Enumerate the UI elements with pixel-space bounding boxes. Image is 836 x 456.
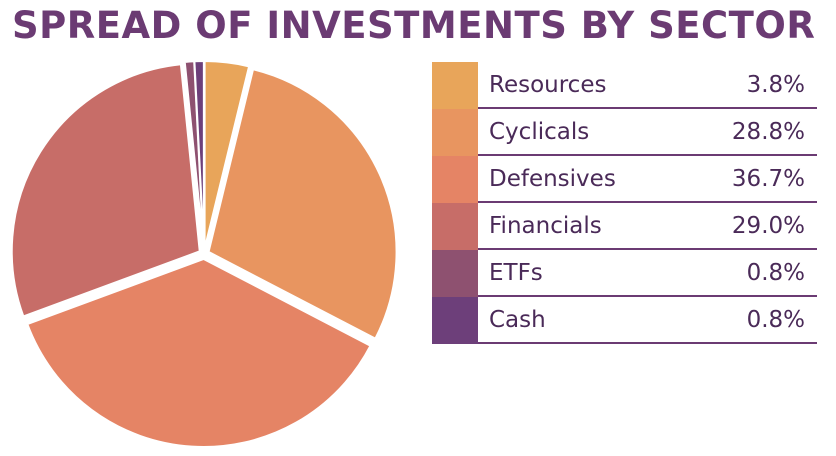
legend-row-financials: Financials 29.0%: [432, 203, 817, 250]
legend-value: 3.8%: [746, 72, 805, 98]
legend: Resources 3.8% Cyclicals 28.8% Defensives 36.…: [432, 62, 817, 344]
legend-row-cash: Cash 0.8%: [432, 297, 817, 344]
pie-slice-cyclicals: [207, 68, 398, 340]
legend-row-etfs: ETFs 0.8%: [432, 250, 817, 297]
pie-slice-cash: [193, 60, 205, 250]
legend-label: Defensives: [489, 166, 616, 192]
pie-chart: [10, 60, 398, 448]
legend-row-resources: Resources 3.8%: [432, 62, 817, 109]
legend-label: Cash: [489, 307, 546, 333]
legend-value: 28.8%: [731, 119, 805, 145]
pie-slice-financials: [10, 63, 201, 318]
legend-value: 29.0%: [731, 213, 805, 239]
legend-label: Resources: [489, 72, 607, 98]
legend-label: ETFs: [489, 260, 543, 286]
legend-row-defensives: Defensives 36.7%: [432, 156, 817, 203]
legend-label: Financials: [489, 213, 602, 239]
legend-label: Cyclicals: [489, 119, 590, 145]
legend-row-cyclicals: Cyclicals 28.8%: [432, 109, 817, 156]
pie-slice-defensives: [26, 257, 372, 448]
legend-value: 0.8%: [746, 307, 805, 333]
chart-title: SPREAD OF INVESTMENTS BY SECTOR: [12, 4, 816, 47]
legend-swatch: [432, 62, 478, 109]
legend-swatch: [432, 203, 478, 250]
legend-value: 0.8%: [746, 260, 805, 286]
legend-swatch: [432, 250, 478, 297]
legend-swatch: [432, 109, 478, 156]
legend-value: 36.7%: [731, 166, 805, 192]
legend-swatch: [432, 156, 478, 203]
legend-swatch: [432, 297, 478, 344]
